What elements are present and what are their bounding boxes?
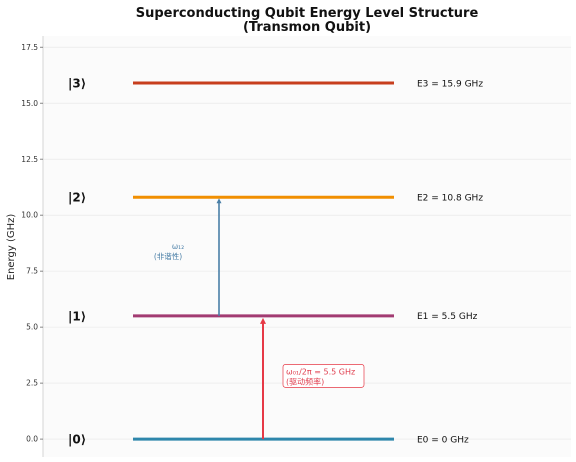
- anharmonic-note: (非谐性): [154, 251, 182, 261]
- energy-label: E3 = 15.9 GHz: [417, 79, 483, 89]
- drive-frequency-note: (驱动频率): [286, 376, 324, 386]
- energy-label: E1 = 5.5 GHz: [417, 312, 478, 322]
- anharmonic-label: ω₁₂: [172, 242, 184, 251]
- y-tick-label: 0.0: [26, 435, 38, 444]
- y-tick-label: 2.5: [26, 379, 38, 388]
- energy-label: E0 = 0 GHz: [417, 435, 469, 445]
- chart-title: Superconducting Qubit Energy Level Struc…: [136, 6, 479, 21]
- y-axis-label: Energy (GHz): [6, 214, 17, 281]
- y-tick-label: 5.0: [26, 323, 38, 332]
- plot-area: [43, 36, 571, 457]
- y-tick-label: 12.5: [21, 155, 38, 164]
- y-tick-label: 10.0: [21, 211, 38, 220]
- state-label: |0⟩: [68, 433, 86, 447]
- anharmonic-arrowhead: [216, 198, 222, 204]
- state-label: |3⟩: [68, 77, 86, 91]
- drive-annotation-box: [282, 364, 365, 388]
- y-ticks: 0.0 2.5 5.0 7.5 10.0 12.5 15.0 17.5: [21, 43, 43, 444]
- y-tick-label: 7.5: [26, 267, 38, 276]
- grid-lines: [43, 46, 571, 440]
- y-tick-label: 17.5: [21, 43, 38, 52]
- drive-arrowhead: [260, 317, 266, 324]
- transitions: ω₀₁/2π = 5.5 GHz(驱动频率) ω₁₂(非谐性): [154, 198, 365, 440]
- y-tick-label: 15.0: [21, 99, 38, 108]
- chart-subtitle: (Transmon Qubit): [243, 20, 371, 35]
- drive-frequency-label: ω₀₁/2π = 5.5 GHz: [286, 367, 355, 376]
- energy-label: E2 = 10.8 GHz: [417, 194, 483, 204]
- state-label: |1⟩: [68, 309, 86, 323]
- state-label: |2⟩: [68, 191, 86, 205]
